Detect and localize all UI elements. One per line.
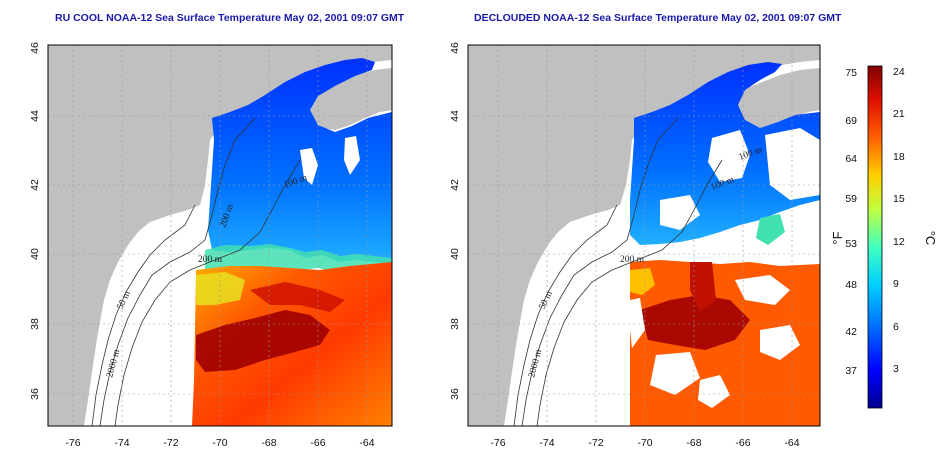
right-contour-2000m [536, 159, 723, 426]
right-x-axis: -76 -74 -72 -70 -68 -66 -64 [490, 437, 799, 449]
right-x-tick-label: -70 [637, 437, 652, 449]
celsius-unit-label: °C [923, 231, 938, 246]
left-y-tick-label: 38 [29, 318, 41, 330]
left-y-tick-label: 46 [29, 42, 41, 54]
right-cloud-4 [630, 298, 645, 348]
right-y-tick-label: 38 [449, 318, 461, 330]
right-cyan-patch [756, 214, 785, 245]
right-y-tick-label: 46 [449, 42, 461, 54]
temperature-colorbar: 75 69 64 59 53 48 42 37 24 21 18 15 12 9… [830, 65, 938, 409]
right-map-panel: 200 m 100 m 100 m 50 m 2000 m -76 -74 -7… [449, 42, 821, 449]
left-contour-2000m [114, 159, 301, 426]
right-warm-core [640, 295, 750, 350]
celsius-tick-label: 9 [893, 278, 899, 290]
left-y-tick-label: 44 [29, 110, 41, 122]
right-cloud-1 [708, 130, 750, 182]
left-y-tick-label: 36 [29, 388, 41, 400]
right-nova-scotia-land [725, 68, 820, 130]
left-x-tick-label: -76 [65, 437, 80, 449]
left-warm-core [196, 310, 330, 372]
right-cloud-6 [735, 275, 790, 305]
right-x-tick-label: -64 [784, 437, 799, 449]
left-y-tick-label: 40 [29, 248, 41, 260]
right-x-tick-label: -72 [588, 437, 603, 449]
left-contour-200m [99, 117, 256, 426]
right-cloud-2 [765, 128, 820, 200]
right-y-tick-label: 36 [449, 388, 461, 400]
right-cloud-8 [698, 375, 730, 408]
fahrenheit-tick-label: 48 [845, 279, 857, 291]
colorbar-fahrenheit-ticks: 75 69 64 59 53 48 42 37 [845, 67, 857, 377]
right-map-title: DECLOUDED NOAA-12 Sea Surface Temperatur… [474, 12, 842, 24]
celsius-tick-label: 18 [893, 151, 905, 163]
left-warm-eddy [250, 282, 345, 312]
right-cloud-5 [650, 352, 700, 395]
left-x-tick-label: -74 [114, 437, 129, 449]
right-contour-200m [521, 117, 679, 426]
right-contour-50m [513, 204, 618, 426]
right-gridlines [468, 45, 820, 426]
left-map-title: RU COOL NOAA-12 Sea Surface Temperature … [55, 12, 405, 24]
left-contour-label-200m: 200 m [198, 255, 223, 265]
celsius-tick-label: 6 [893, 321, 899, 333]
left-gridlines [48, 45, 392, 426]
left-cloud-1 [300, 148, 318, 185]
left-y-tick-label: 42 [29, 179, 41, 191]
fahrenheit-tick-label: 59 [845, 193, 857, 205]
fahrenheit-tick-label: 53 [845, 238, 857, 250]
right-cloud-3 [660, 195, 700, 230]
fahrenheit-tick-label: 69 [845, 115, 857, 127]
fahrenheit-tick-label: 37 [845, 365, 857, 377]
right-cloud-7 [760, 325, 800, 360]
left-y-axis: 36 38 40 42 44 46 [29, 42, 41, 400]
left-nova-scotia-land [300, 68, 392, 130]
celsius-tick-label: 15 [893, 193, 905, 205]
left-x-tick-label: -68 [261, 437, 276, 449]
fahrenheit-tick-label: 75 [845, 67, 857, 79]
left-x-axis: -76 -74 -72 -70 -68 -66 -64 [65, 437, 374, 449]
colorbar-celsius-ticks: 24 21 18 15 12 9 6 3 [893, 66, 905, 375]
fahrenheit-tick-label: 42 [845, 326, 857, 338]
celsius-tick-label: 3 [893, 363, 899, 375]
fahrenheit-tick-label: 64 [845, 153, 857, 165]
left-x-tick-label: -64 [359, 437, 374, 449]
right-y-tick-label: 44 [449, 110, 461, 122]
right-x-tick-label: -66 [735, 437, 750, 449]
celsius-tick-label: 21 [893, 108, 905, 120]
right-warm-yellow [630, 268, 655, 295]
right-y-tick-label: 42 [449, 179, 461, 191]
left-x-tick-label: -72 [163, 437, 178, 449]
left-green-band [205, 244, 392, 272]
celsius-tick-label: 12 [893, 236, 905, 248]
colorbar-gradient [867, 65, 883, 409]
right-y-tick-label: 40 [449, 248, 461, 260]
left-x-tick-label: -70 [212, 437, 227, 449]
right-warm-filament [690, 262, 716, 312]
right-land-mass [468, 45, 820, 426]
right-contour-label-200m: 200 m [620, 255, 645, 265]
left-shelf-yellow [196, 272, 245, 305]
left-land-mass [48, 45, 392, 426]
left-cloud-2 [344, 136, 360, 175]
right-x-tick-label: -76 [490, 437, 505, 449]
right-x-tick-label: -74 [539, 437, 554, 449]
right-x-tick-label: -68 [686, 437, 701, 449]
left-map-panel: 200 m 200 m 100 m 50 m 2000 m -76 -74 -7… [29, 42, 393, 449]
left-cool-water [208, 58, 392, 265]
fahrenheit-unit-label: °F [830, 231, 845, 244]
left-contour-50m [91, 204, 196, 426]
right-y-axis: 36 38 40 42 44 46 [449, 42, 461, 400]
celsius-tick-label: 24 [893, 66, 905, 78]
left-x-tick-label: -66 [310, 437, 325, 449]
